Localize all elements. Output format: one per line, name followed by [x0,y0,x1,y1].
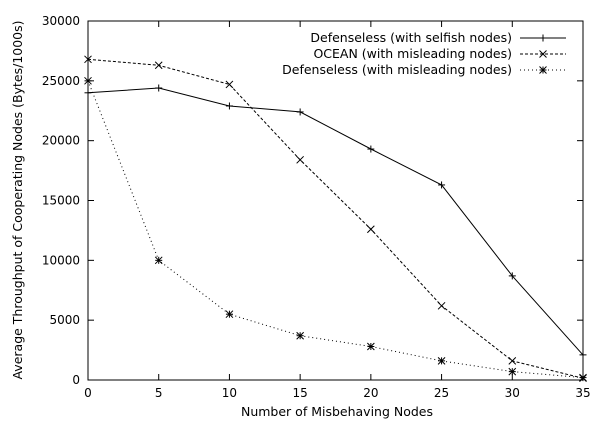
data-point [437,356,446,365]
x-tick-label: 35 [575,386,590,400]
data-point [367,145,375,153]
data-point [84,55,92,64]
data-point [508,356,517,365]
series-2 [84,55,587,383]
y-axis-title: Average Throughput of Cooperating Nodes … [10,20,25,379]
x-tick-label: 25 [434,386,449,400]
data-point [296,155,304,164]
data-point [367,225,375,234]
x-tick-label: 0 [84,386,92,400]
data-point [225,102,233,110]
series-lines [84,55,587,383]
y-tick-label: 25000 [42,74,80,88]
legend-label: OCEAN (with misleading nodes) [313,46,512,61]
legend-entry-1: Defenseless (with selfish nodes) [310,30,566,45]
y-tick-label: 10000 [42,253,80,267]
data-point [225,310,234,319]
legend-entry-3: Defenseless (with misleading nodes) [282,62,566,77]
x-tick-label: 15 [293,386,308,400]
data-point [438,181,446,189]
legend-label: Defenseless (with misleading nodes) [282,62,512,77]
data-point [508,272,516,280]
data-point [154,61,163,70]
x-tick-label: 10 [222,386,237,400]
y-tick-label: 20000 [42,134,80,148]
x-tick-label: 20 [363,386,378,400]
data-point [579,373,587,382]
series-line [87,87,584,356]
legend-marker [539,34,547,42]
data-point [155,84,163,92]
series-line [87,80,584,379]
axis-ticks [87,20,584,381]
legend-entry-2: OCEAN (with misleading nodes) [313,46,566,61]
x-tick-label: 5 [155,386,163,400]
data-point [508,367,517,376]
y-tick-label: 30000 [42,14,80,28]
series-1 [84,84,587,359]
x-axis-title: Number of Misbehaving Nodes [241,404,433,419]
y-tick-label: 5000 [49,313,80,327]
x-tick-labels: 0 5 10 15 20 25 30 35 [84,386,590,400]
y-tick-label: 0 [72,373,80,387]
data-point [225,80,234,89]
legend-label: Defenseless (with selfish nodes) [310,30,512,45]
data-point [437,301,446,310]
legend-marker [539,50,547,58]
data-point [296,331,304,340]
data-point [367,342,375,351]
data-point [154,256,163,265]
data-point [579,351,587,359]
y-tick-labels: 0 5000 10000 15000 20000 25000 30000 [42,14,80,387]
data-point [84,76,92,85]
data-point [84,89,92,97]
legend: Defenseless (with selfish nodes)OCEAN (w… [282,30,566,77]
legend-marker [539,66,547,74]
data-point [296,108,304,116]
x-tick-label: 30 [505,386,520,400]
y-tick-label: 15000 [42,194,80,208]
series-line [87,58,584,379]
series-3 [84,76,587,382]
